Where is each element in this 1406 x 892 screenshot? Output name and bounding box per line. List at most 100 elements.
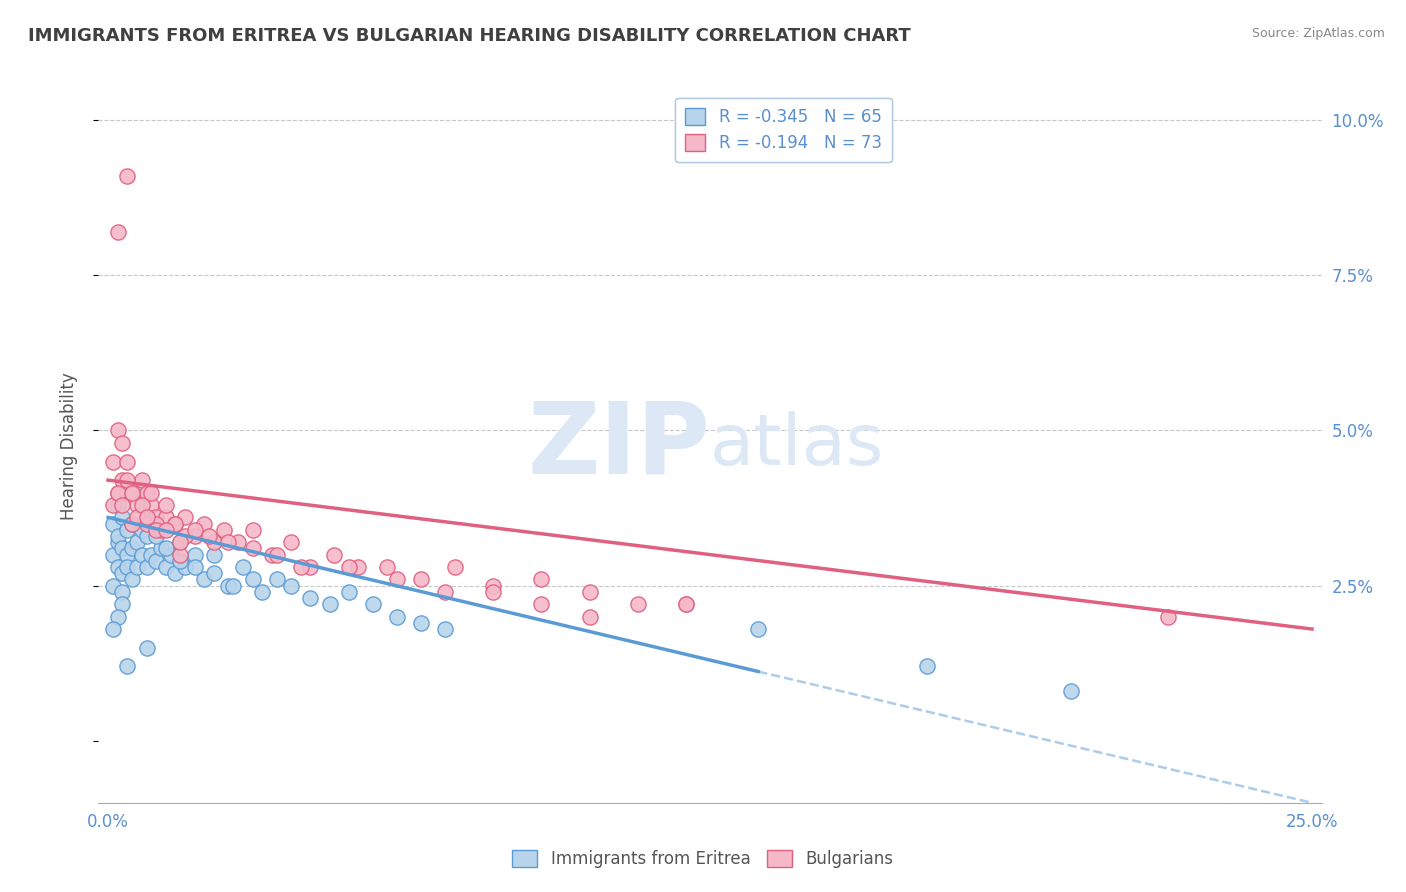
Point xyxy=(101,516,124,531)
Point xyxy=(155,541,177,556)
Point xyxy=(184,523,207,537)
Point xyxy=(280,535,302,549)
Point xyxy=(482,584,505,599)
Point xyxy=(915,659,938,673)
Point xyxy=(117,659,139,673)
Point xyxy=(101,579,124,593)
Point xyxy=(121,485,143,500)
Point xyxy=(131,473,153,487)
Point xyxy=(111,541,134,556)
Point xyxy=(434,622,457,636)
Point xyxy=(107,560,129,574)
Point xyxy=(145,510,167,524)
Point xyxy=(135,516,157,531)
Point xyxy=(174,529,197,543)
Point xyxy=(111,473,134,487)
Point xyxy=(131,498,153,512)
Point xyxy=(198,529,221,543)
Point xyxy=(165,516,187,531)
Point xyxy=(150,541,173,556)
Point xyxy=(131,523,153,537)
Point xyxy=(169,535,191,549)
Point xyxy=(184,529,207,543)
Point xyxy=(135,510,157,524)
Text: IMMIGRANTS FROM ERITREA VS BULGARIAN HEARING DISABILITY CORRELATION CHART: IMMIGRANTS FROM ERITREA VS BULGARIAN HEA… xyxy=(28,27,911,45)
Point xyxy=(217,535,239,549)
Point xyxy=(145,523,167,537)
Point xyxy=(125,498,148,512)
Point xyxy=(202,566,225,581)
Point xyxy=(141,485,163,500)
Point xyxy=(193,516,215,531)
Point xyxy=(121,516,143,531)
Point xyxy=(184,548,207,562)
Point xyxy=(107,609,129,624)
Point xyxy=(377,560,399,574)
Point xyxy=(169,535,191,549)
Point xyxy=(111,436,134,450)
Point xyxy=(117,485,139,500)
Point xyxy=(145,516,167,531)
Point xyxy=(627,597,650,611)
Point xyxy=(125,485,148,500)
Text: Source: ZipAtlas.com: Source: ZipAtlas.com xyxy=(1251,27,1385,40)
Point xyxy=(101,548,124,562)
Point xyxy=(117,548,139,562)
Point xyxy=(193,573,215,587)
Point xyxy=(169,548,191,562)
Point xyxy=(202,548,225,562)
Point xyxy=(174,560,197,574)
Point xyxy=(121,573,143,587)
Point xyxy=(212,523,235,537)
Point xyxy=(155,560,177,574)
Point xyxy=(107,485,129,500)
Point xyxy=(101,622,124,636)
Point xyxy=(117,523,139,537)
Legend: Immigrants from Eritrea, Bulgarians: Immigrants from Eritrea, Bulgarians xyxy=(506,843,900,875)
Point xyxy=(1060,684,1083,698)
Point xyxy=(111,566,134,581)
Point xyxy=(131,498,153,512)
Point xyxy=(155,498,177,512)
Point xyxy=(107,529,129,543)
Point xyxy=(174,510,197,524)
Point xyxy=(135,510,157,524)
Point xyxy=(482,579,505,593)
Point xyxy=(121,516,143,531)
Point xyxy=(337,560,360,574)
Point xyxy=(121,485,143,500)
Point xyxy=(222,579,245,593)
Point xyxy=(226,535,249,549)
Point xyxy=(141,498,163,512)
Point xyxy=(111,584,134,599)
Point xyxy=(145,554,167,568)
Point xyxy=(117,560,139,574)
Point xyxy=(443,560,465,574)
Text: ZIP: ZIP xyxy=(527,398,710,494)
Point xyxy=(578,609,600,624)
Point xyxy=(155,523,177,537)
Point xyxy=(165,566,187,581)
Point xyxy=(578,584,600,599)
Point xyxy=(299,560,322,574)
Point xyxy=(530,573,553,587)
Point xyxy=(117,473,139,487)
Point xyxy=(242,541,264,556)
Point xyxy=(361,597,384,611)
Point xyxy=(131,548,153,562)
Point xyxy=(145,529,167,543)
Legend: R = -0.345   N = 65, R = -0.194   N = 73: R = -0.345 N = 65, R = -0.194 N = 73 xyxy=(675,97,891,162)
Point xyxy=(434,584,457,599)
Point xyxy=(165,516,187,531)
Point xyxy=(409,615,432,630)
Point xyxy=(337,584,360,599)
Point xyxy=(111,498,134,512)
Point xyxy=(184,560,207,574)
Point xyxy=(111,597,134,611)
Point xyxy=(121,541,143,556)
Point xyxy=(125,510,148,524)
Point xyxy=(260,548,283,562)
Point xyxy=(155,510,177,524)
Point xyxy=(675,597,697,611)
Y-axis label: Hearing Disability: Hearing Disability xyxy=(59,372,77,520)
